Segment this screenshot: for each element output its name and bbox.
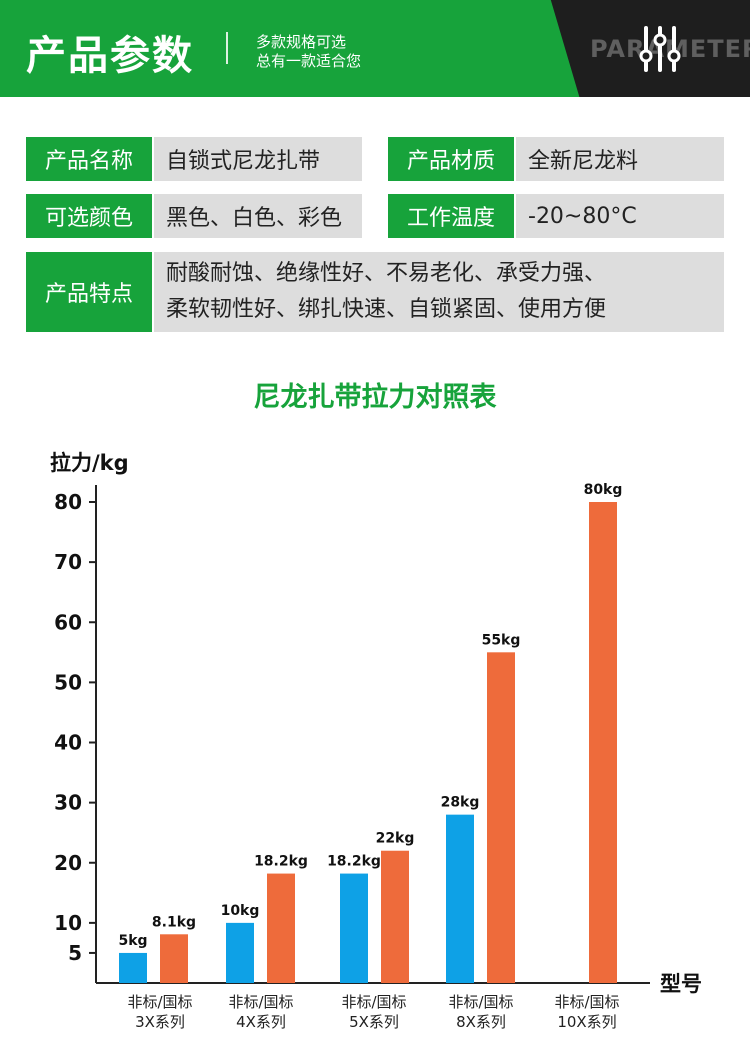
category-labels: 非标/国标 3X系列 非标/国标 4X系列 非标/国标 5X系列 非标/国标 8X系列 非标/国…: [127, 993, 619, 1031]
banner-subtitle-line2: 总有一款适合您: [256, 52, 362, 70]
category-label: 非标/国标: [127, 993, 192, 1011]
spec-value-features: 耐酸耐蚀、绝缘性好、不易老化、承受力强、 柔软韧性好、绑扎快速、自锁紧固、使用方…: [154, 252, 724, 332]
banner-subtitle-line1: 多款规格可选: [256, 33, 347, 51]
bar-value-label: 80kg: [584, 482, 623, 498]
category-label: 8X系列: [456, 1013, 506, 1031]
y-tick-label: 60: [54, 610, 82, 634]
spec-label-color: 可选颜色: [26, 194, 152, 238]
y-tick-label: 80: [54, 490, 82, 514]
bar: [119, 952, 147, 983]
spec-label-name: 产品名称: [26, 137, 152, 181]
category-label: 5X系列: [349, 1013, 399, 1031]
category-label: 3X系列: [135, 1013, 185, 1031]
category-label: 非标/国标: [554, 993, 619, 1011]
sliders-icon: [639, 26, 681, 72]
header-banner: 产品参数 多款规格可选 总有一款适合您 PARAMETERS: [0, 0, 750, 97]
spec-value-color: 黑色、白色、彩色: [154, 194, 362, 238]
spec-value-temperature: -20~80°C: [516, 194, 724, 238]
bar: [267, 873, 295, 983]
bar: [589, 502, 617, 983]
category-label: 非标/国标: [228, 993, 293, 1011]
spec-label-features: 产品特点: [26, 252, 152, 332]
y-axis-label: 拉力/kg: [50, 451, 129, 475]
category-label: 非标/国标: [448, 993, 513, 1011]
bar-value-label: 10kg: [221, 903, 260, 919]
bar-value-label: 55kg: [482, 632, 521, 648]
category-label: 非标/国标: [341, 993, 406, 1011]
spec-label-temperature: 工作温度: [388, 194, 514, 238]
spec-value-name: 自锁式尼龙扎带: [154, 137, 362, 181]
y-tick-label: 10: [54, 911, 82, 935]
y-tick-label: 5: [68, 941, 82, 965]
bar-value-label: 22kg: [376, 831, 415, 847]
bar-value-label: 5kg: [118, 933, 147, 949]
bars: 5kg 8.1kg 10kg 18.2kg 18.2kg 22kg 28kg 55kg 80kg: [118, 482, 622, 983]
bar: [226, 922, 254, 983]
x-axis-label: 型号: [660, 972, 702, 996]
page-title: 产品参数: [26, 33, 194, 79]
bar: [340, 873, 368, 983]
banner-dark-panel: [550, 0, 750, 97]
tension-bar-chart: 5 10 20 30 40 50 60 70 80 5kg 8.1kg 10kg 18.2kg 18.2…: [50, 451, 702, 1031]
chart-title: 尼龙扎带拉力对照表: [253, 382, 497, 413]
bar: [381, 850, 409, 983]
y-tick-label: 70: [54, 550, 82, 574]
bar: [160, 934, 188, 983]
y-tick-label: 20: [54, 851, 82, 875]
title-divider: [226, 32, 228, 64]
bar: [446, 814, 474, 983]
bar-value-label: 28kg: [441, 795, 480, 811]
y-axis: 5 10 20 30 40 50 60 70 80: [54, 485, 650, 984]
y-tick-label: 30: [54, 791, 82, 815]
feature-line-2: 柔软韧性好、绑扎快速、自锁紧固、使用方便: [166, 297, 607, 322]
spec-value-material: 全新尼龙料: [516, 137, 724, 181]
category-label: 10X系列: [557, 1013, 616, 1031]
y-tick-label: 40: [54, 731, 82, 755]
bar-value-label: 8.1kg: [152, 914, 196, 930]
category-label: 4X系列: [236, 1013, 286, 1031]
spec-label-material: 产品材质: [388, 137, 514, 181]
y-tick-label: 50: [54, 670, 82, 694]
bar: [487, 652, 515, 983]
bar-value-label: 18.2kg: [327, 854, 381, 870]
feature-line-1: 耐酸耐蚀、绝缘性好、不易老化、承受力强、: [166, 261, 607, 286]
bar-value-label: 18.2kg: [254, 854, 308, 870]
